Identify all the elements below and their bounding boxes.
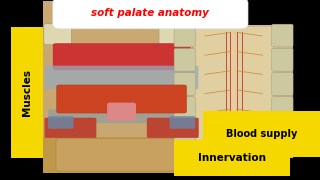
Bar <box>174 140 290 176</box>
FancyBboxPatch shape <box>45 66 198 89</box>
FancyBboxPatch shape <box>44 118 96 138</box>
FancyBboxPatch shape <box>159 24 187 45</box>
FancyBboxPatch shape <box>57 85 187 113</box>
Text: soft palate anatomy: soft palate anatomy <box>92 8 209 19</box>
FancyBboxPatch shape <box>147 118 199 138</box>
FancyBboxPatch shape <box>174 97 196 120</box>
FancyBboxPatch shape <box>174 73 196 95</box>
FancyBboxPatch shape <box>48 116 74 129</box>
FancyBboxPatch shape <box>56 139 187 171</box>
Bar <box>43 7 200 173</box>
Bar <box>203 111 320 157</box>
Text: Innervation: Innervation <box>198 153 266 163</box>
Bar <box>11 27 43 158</box>
FancyBboxPatch shape <box>272 24 293 47</box>
Text: Muscles: Muscles <box>22 69 32 116</box>
FancyBboxPatch shape <box>272 48 293 71</box>
FancyBboxPatch shape <box>272 121 293 144</box>
FancyBboxPatch shape <box>174 121 196 144</box>
FancyBboxPatch shape <box>174 48 196 71</box>
FancyBboxPatch shape <box>272 97 293 120</box>
FancyBboxPatch shape <box>272 73 293 95</box>
Text: Blood supply: Blood supply <box>226 129 297 139</box>
Bar <box>43 1 200 50</box>
Bar <box>43 137 200 173</box>
FancyBboxPatch shape <box>174 24 196 47</box>
FancyBboxPatch shape <box>53 43 190 70</box>
FancyBboxPatch shape <box>107 103 136 121</box>
Bar <box>174 25 293 158</box>
FancyBboxPatch shape <box>44 24 71 45</box>
FancyBboxPatch shape <box>53 0 248 29</box>
Bar <box>194 27 273 157</box>
FancyBboxPatch shape <box>48 109 195 123</box>
FancyBboxPatch shape <box>170 116 195 129</box>
